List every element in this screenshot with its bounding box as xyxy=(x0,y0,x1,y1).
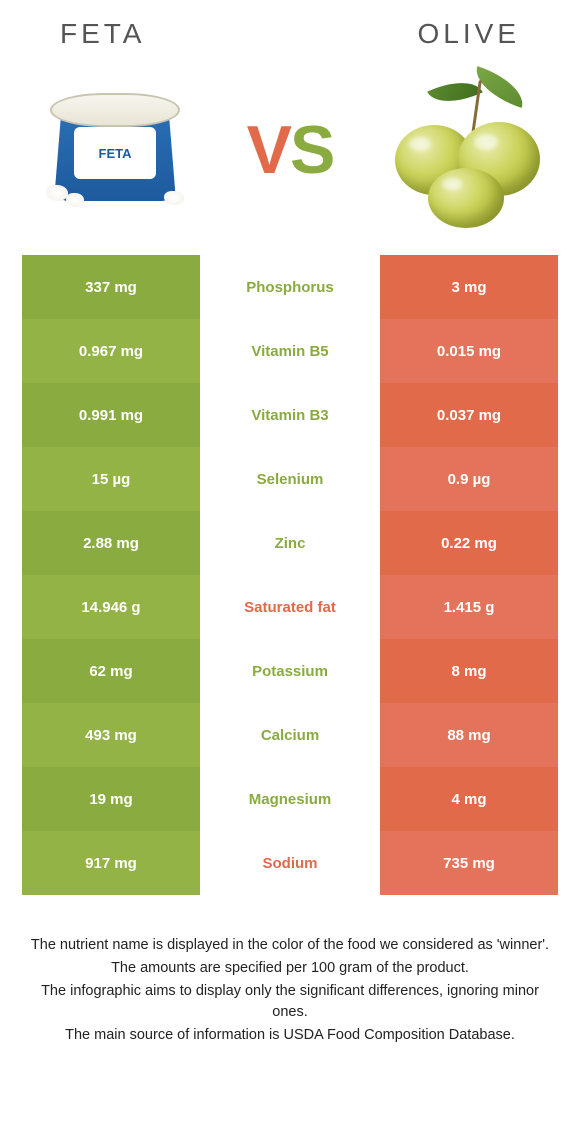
olive-value: 8 mg xyxy=(380,639,558,703)
olive-image xyxy=(380,70,550,230)
nutrient-name: Calcium xyxy=(200,703,380,767)
header: FETA OLIVE xyxy=(0,18,580,50)
nutrient-name: Selenium xyxy=(200,447,380,511)
vs-v: V xyxy=(247,112,290,188)
feta-value: 14.946 g xyxy=(22,575,200,639)
table-row: 917 mgSodium735 mg xyxy=(22,831,558,895)
title-feta: FETA xyxy=(60,18,145,50)
olive-value: 0.015 mg xyxy=(380,319,558,383)
table-row: 2.88 mgZinc0.22 mg xyxy=(22,511,558,575)
olive-value: 0.037 mg xyxy=(380,383,558,447)
table-row: 0.991 mgVitamin B30.037 mg xyxy=(22,383,558,447)
nutrient-name: Sodium xyxy=(200,831,380,895)
nutrient-name: Phosphorus xyxy=(200,255,380,319)
footnotes: The nutrient name is displayed in the co… xyxy=(0,895,580,1046)
olive-value: 735 mg xyxy=(380,831,558,895)
vs-s: S xyxy=(290,112,333,188)
vs-label: VS xyxy=(247,111,334,189)
table-row: 19 mgMagnesium4 mg xyxy=(22,767,558,831)
olive-value: 3 mg xyxy=(380,255,558,319)
olive-value: 0.22 mg xyxy=(380,511,558,575)
nutrient-name: Vitamin B5 xyxy=(200,319,380,383)
title-olive: OLIVE xyxy=(418,18,520,50)
olive-value: 4 mg xyxy=(380,767,558,831)
table-row: 62 mgPotassium8 mg xyxy=(22,639,558,703)
table-row: 14.946 gSaturated fat1.415 g xyxy=(22,575,558,639)
olive-value: 0.9 µg xyxy=(380,447,558,511)
feta-image: FETA xyxy=(30,70,200,230)
footnote-line: The main source of information is USDA F… xyxy=(22,1025,558,1046)
feta-value: 19 mg xyxy=(22,767,200,831)
feta-value: 0.967 mg xyxy=(22,319,200,383)
feta-value: 337 mg xyxy=(22,255,200,319)
footnote-line: The amounts are specified per 100 gram o… xyxy=(22,958,558,979)
footnote-line: The infographic aims to display only the… xyxy=(22,981,558,1023)
table-row: 15 µgSelenium0.9 µg xyxy=(22,447,558,511)
nutrient-name: Vitamin B3 xyxy=(200,383,380,447)
feta-value: 2.88 mg xyxy=(22,511,200,575)
nutrient-name: Magnesium xyxy=(200,767,380,831)
table-row: 0.967 mgVitamin B50.015 mg xyxy=(22,319,558,383)
feta-value: 0.991 mg xyxy=(22,383,200,447)
olive-value: 1.415 g xyxy=(380,575,558,639)
feta-value: 15 µg xyxy=(22,447,200,511)
comparison-table: 337 mgPhosphorus3 mg0.967 mgVitamin B50.… xyxy=(22,255,558,895)
olive-value: 88 mg xyxy=(380,703,558,767)
feta-package-label: FETA xyxy=(74,127,156,179)
feta-value: 493 mg xyxy=(22,703,200,767)
table-row: 493 mgCalcium88 mg xyxy=(22,703,558,767)
feta-value: 62 mg xyxy=(22,639,200,703)
nutrient-name: Potassium xyxy=(200,639,380,703)
nutrient-name: Saturated fat xyxy=(200,575,380,639)
images-row: FETA VS xyxy=(0,50,580,255)
nutrient-name: Zinc xyxy=(200,511,380,575)
footnote-line: The nutrient name is displayed in the co… xyxy=(22,935,558,956)
feta-value: 917 mg xyxy=(22,831,200,895)
table-row: 337 mgPhosphorus3 mg xyxy=(22,255,558,319)
